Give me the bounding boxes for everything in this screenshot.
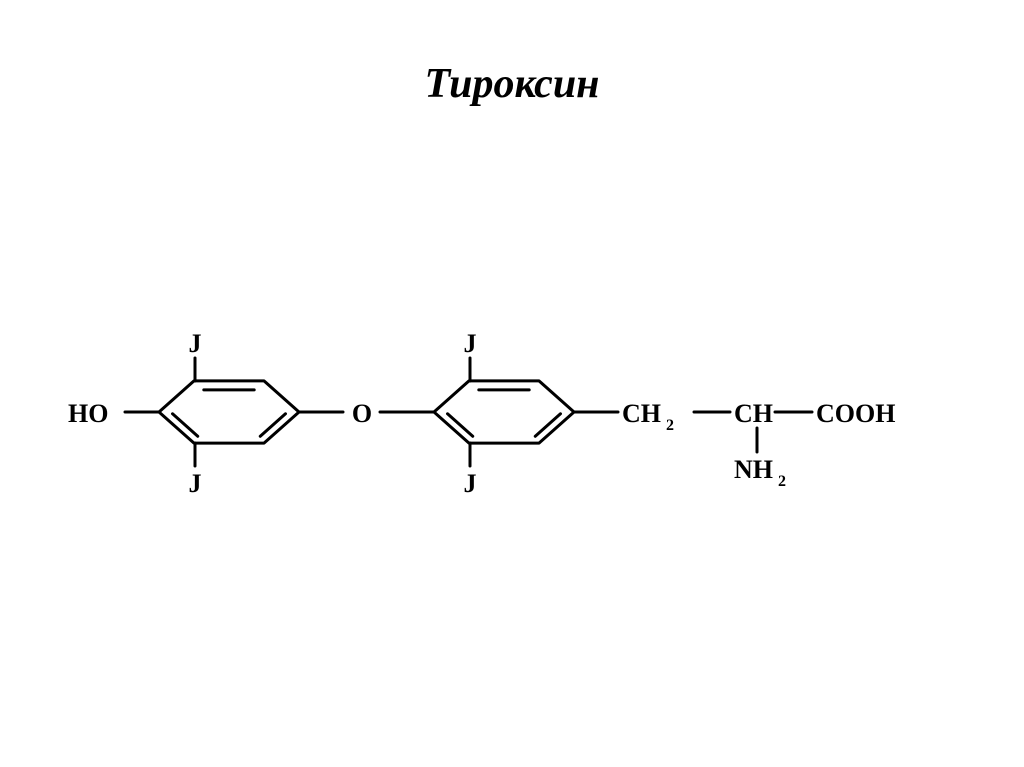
- svg-text:O: O: [352, 399, 372, 428]
- svg-text:J: J: [464, 329, 477, 358]
- svg-text:CH: CH: [734, 399, 773, 428]
- thyroxine-structure: HO O J J J J CH 2 CH COOH NH 2: [0, 0, 1024, 767]
- svg-text:COOH: COOH: [816, 399, 895, 428]
- svg-text:NH: NH: [734, 455, 773, 484]
- svg-text:2: 2: [778, 473, 786, 490]
- svg-text:J: J: [464, 469, 477, 498]
- svg-text:J: J: [189, 469, 202, 498]
- svg-text:HO: HO: [68, 399, 108, 428]
- svg-text:2: 2: [666, 417, 674, 434]
- svg-text:CH: CH: [622, 399, 661, 428]
- svg-text:J: J: [189, 329, 202, 358]
